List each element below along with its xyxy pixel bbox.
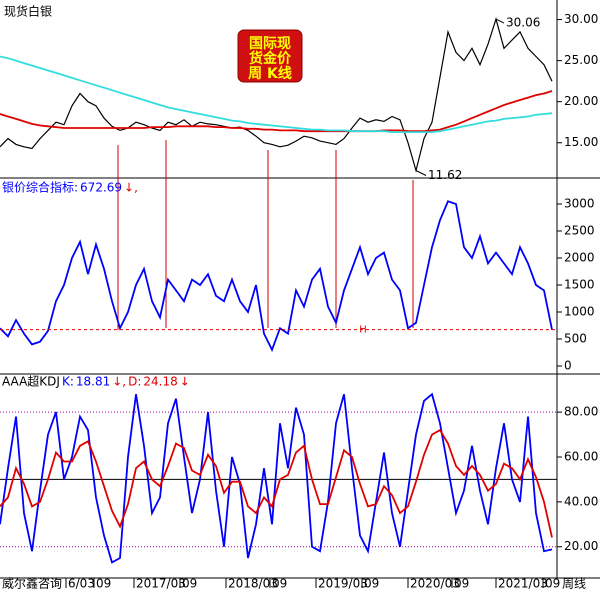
source-label: 威尔鑫咨询 [2, 576, 62, 590]
y-tick-label: 0 [564, 359, 572, 373]
y-tick-label: 1500 [564, 277, 595, 291]
y-tick-label: 1000 [564, 304, 595, 318]
y-tick-label: 25.00 [564, 53, 598, 67]
x-tick-label: 2019/03 [318, 577, 368, 590]
series-line [0, 55, 553, 133]
leader-line [415, 170, 427, 176]
reference-marker: H [359, 325, 367, 336]
y-tick-label: 500 [564, 332, 587, 346]
badge-box [237, 29, 303, 83]
legend-text: D: [128, 375, 141, 389]
legend-text: ↓, [124, 181, 138, 195]
x-tick-label: 2021/03 [498, 577, 548, 590]
x-tick-label: 2020/03 [410, 577, 460, 590]
x-tick-label: 6/03 [68, 577, 95, 590]
leader-line [495, 18, 505, 24]
x-tick-label: 09 [182, 577, 197, 590]
y-tick-label: 30.00 [564, 12, 598, 26]
series-line [0, 16, 553, 173]
series-line [0, 428, 553, 538]
badge-text: 国际现 [249, 36, 291, 52]
legend-text: K: [62, 375, 74, 389]
legend-text: ↓ [180, 375, 190, 389]
x-tick-label: 09 [545, 577, 560, 590]
badge-text: 周 K线 [248, 65, 292, 82]
legend-text: 672.69 [80, 181, 122, 195]
series-line [0, 200, 553, 353]
x-tick-label: 2017/03 [136, 577, 186, 590]
x-tick-label: 09 [96, 577, 111, 590]
series-line [0, 392, 553, 564]
y-tick-label: 80.00 [564, 405, 598, 419]
x-tick-label: 2018/03 [228, 577, 278, 590]
y-tick-label: 2000 [564, 250, 595, 264]
low-label: 11.62 [428, 168, 462, 182]
y-tick-label: 40.00 [564, 494, 598, 508]
y-tick-label: 3000 [564, 196, 595, 210]
period-label: 周线 [562, 577, 586, 590]
signal-lines [117, 140, 414, 330]
y-tick-label: 15.00 [564, 135, 598, 149]
badge-text: 货金价 [248, 50, 292, 67]
legend-text: AAA超KDJ [2, 374, 60, 389]
series-line [0, 90, 553, 133]
y-tick-label: 60.00 [564, 449, 598, 463]
x-tick-label: 09 [364, 577, 379, 590]
legend-text: 银价综合指标: [2, 180, 78, 195]
high-label: 30.06 [506, 16, 540, 30]
legend-text: 24.18 [143, 375, 177, 389]
chart-title: 现货白银 [4, 4, 52, 19]
y-tick-label: 2500 [564, 223, 595, 237]
x-tick-label: 09 [454, 577, 469, 590]
y-tick-label: 20.00 [564, 539, 598, 553]
y-tick-label: 20.00 [564, 94, 598, 108]
legend-text: 18.81 [76, 375, 110, 389]
x-tick-label: 09 [272, 577, 287, 590]
legend-text: ↓, [112, 375, 126, 389]
